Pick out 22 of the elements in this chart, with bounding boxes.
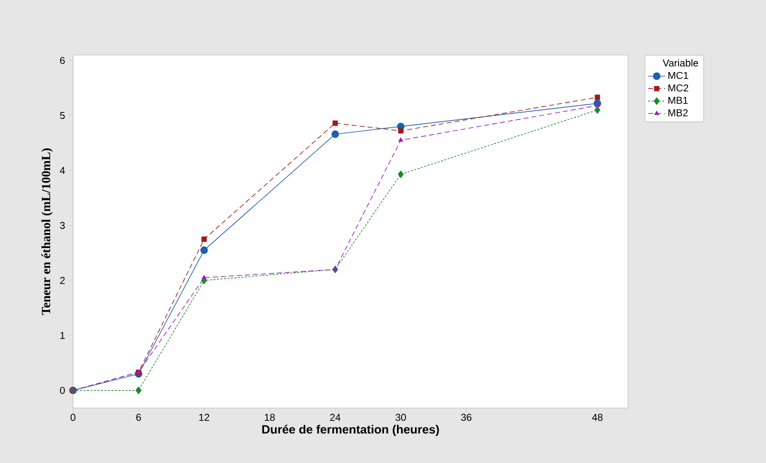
y-tick-label: 2 <box>60 276 65 284</box>
x-tick-label: 24 <box>330 414 340 421</box>
x-axis-title: Durée de fermentation (heures) <box>262 424 439 436</box>
x-tick-label: 36 <box>461 414 472 421</box>
legend-label: MB1 <box>668 96 688 104</box>
legend-title: Variable <box>662 59 698 67</box>
legend-label: MC2 <box>668 84 688 92</box>
y-tick-label: 4 <box>60 167 65 174</box>
x-tick-label: 48 <box>592 414 603 421</box>
x-tick-label: 6 <box>136 414 141 421</box>
x-tick-label: 0 <box>70 414 76 421</box>
x-tick-label: 12 <box>199 414 210 421</box>
x-tick-label: 30 <box>396 414 406 421</box>
y-tick-label: 3 <box>60 222 65 229</box>
y-tick-label: 1 <box>60 332 65 339</box>
legend-label: MB2 <box>668 109 688 116</box>
y-axis-title: Teneur en éthanol (mL/100mL) <box>41 148 53 315</box>
x-tick-label: 18 <box>264 414 275 421</box>
y-tick-label: 6 <box>60 56 65 64</box>
legend-label: MC1 <box>668 72 688 80</box>
y-tick-label: 0 <box>60 386 65 394</box>
y-tick-label: 5 <box>60 112 65 119</box>
